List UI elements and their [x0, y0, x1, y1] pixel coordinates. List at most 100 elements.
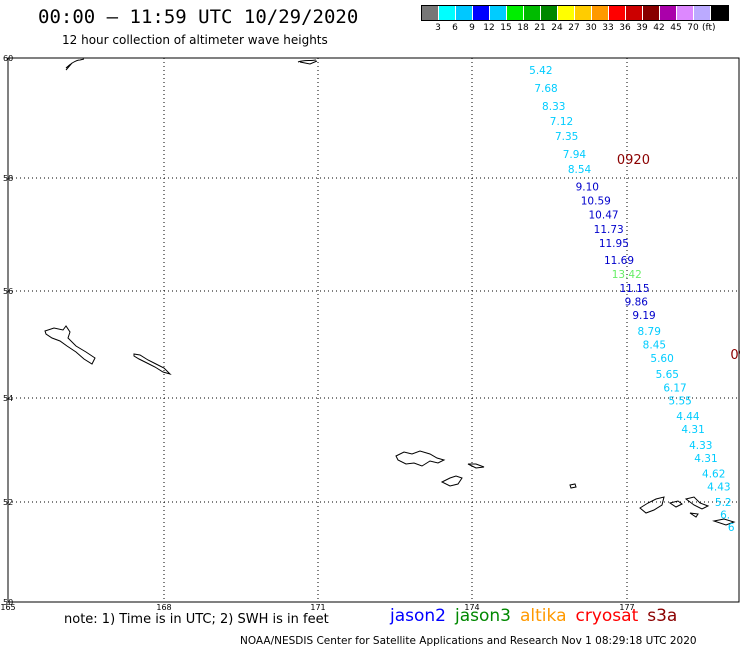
island-aleutian-small-3 [569, 483, 577, 489]
legend-label-27: 27 [568, 23, 580, 33]
legend-label-21: 21 [534, 23, 546, 33]
legend-swatch-2 [456, 6, 473, 20]
legend-label-45: 45 [670, 23, 682, 33]
legend-swatch-16 [694, 6, 711, 20]
legend-label-36: 36 [619, 23, 631, 33]
legend-swatch-17 [711, 6, 728, 20]
legend-label-30: 30 [585, 23, 597, 33]
legend-labels: 3 6 9 12 15 18 21 24 27 30 33 36 39 42 45 70 (ft) [421, 21, 729, 35]
legend-swatch-5 [507, 6, 524, 20]
legend-swatch-10 [592, 6, 609, 20]
lat-label-56: 56 [3, 287, 13, 296]
legend-label-70: 70 [687, 23, 699, 33]
swh-point-12: 11.69 [604, 255, 634, 267]
island-aleutian-east-4 [689, 512, 699, 518]
legend-swatch-0 [422, 6, 439, 20]
satellite-jason3: jason3 [455, 606, 511, 626]
swh-point-23: 4.44 [676, 411, 700, 423]
island-pribilof-st-george [133, 353, 172, 376]
swh-point-1: 7.68 [534, 83, 557, 95]
swh-point-25: 4.33 [689, 440, 712, 452]
map-grid [8, 58, 739, 602]
satellite-cryosat: cryosat [575, 606, 639, 626]
legend-swatch-4 [490, 6, 507, 20]
swh-point-29: 5.2 [715, 497, 732, 509]
legend-swatch-12 [626, 6, 643, 20]
island-aleutian-small-2 [467, 463, 485, 469]
lat-label-52: 52 [3, 498, 13, 507]
lon-label-171: 171 [310, 603, 325, 612]
map-frame [7, 57, 740, 603]
lat-label-58: 58 [3, 174, 13, 183]
swh-point-9: 10.47 [589, 210, 619, 222]
island-pribilof-st-paul [44, 325, 96, 365]
swh-point-22: 5.55 [668, 396, 691, 408]
swh-point-3: 7.12 [550, 116, 573, 128]
swh-point-11: 11.95 [599, 238, 629, 250]
legend-swatch-8 [558, 6, 575, 20]
legend-label-6: 6 [452, 23, 458, 33]
legend-label-15: 15 [500, 23, 512, 33]
coastline-north-top-mid [297, 59, 318, 65]
satellite-legend: jason2 jason3 altika cryosat s3a [390, 606, 686, 626]
lon-label-168: 168 [156, 603, 171, 612]
lat-label-50: 50 [3, 598, 13, 607]
lat-label-60: 60 [3, 54, 13, 63]
color-legend: 3 6 9 12 15 18 21 24 27 30 33 36 39 42 45 70 (ft) [421, 5, 729, 35]
legend-label-33: 33 [602, 23, 614, 33]
legend-swatch-7 [541, 6, 558, 20]
swh-point-28: 4.43 [707, 481, 730, 493]
island-aleutian-mid [395, 450, 446, 467]
credit-line: NOAA/NESDIS Center for Satellite Applica… [240, 635, 697, 647]
page-subtitle: 12 hour collection of altimeter wave hei… [62, 33, 328, 47]
swh-point-30: 6. [720, 510, 730, 522]
legend-label-24: 24 [551, 23, 563, 33]
swh-point-19: 5.60 [650, 353, 673, 365]
legend-swatch-1 [439, 6, 456, 20]
swh-point-14: 11.15 [619, 283, 649, 295]
lat-label-54: 54 [3, 394, 13, 403]
swh-point-24: 4.31 [681, 424, 704, 436]
pass-time-1: 091 [730, 348, 740, 363]
swh-point-7: 9.10 [576, 181, 599, 193]
swh-point-13: 13.42 [612, 269, 642, 281]
island-aleutian-east-1 [639, 496, 665, 514]
wave-height-track: 5.42 7.68 8.33 7.12 7.35 7.94 8.54 9.10 10.59 10.… [529, 65, 735, 534]
swh-point-20: 5.65 [656, 369, 679, 381]
longitude-labels: 165 168 171 174 177 [0, 603, 634, 612]
swh-point-18: 8.45 [643, 340, 666, 352]
satellite-jason2: jason2 [390, 606, 446, 626]
legend-swatch-6 [524, 6, 541, 20]
island-aleutian-small-1 [440, 475, 463, 487]
coastlines [44, 58, 736, 526]
legend-label-3: 3 [435, 23, 441, 33]
legend-label-39: 39 [636, 23, 648, 33]
swh-point-5: 7.94 [563, 149, 587, 161]
legend-swatch-3 [473, 6, 490, 20]
page-title: 00:00 – 11:59 UTC 10/29/2020 [38, 6, 359, 28]
swh-point-0: 5.42 [529, 65, 552, 77]
swh-point-15: 9.86 [625, 297, 649, 309]
swh-point-10: 11.73 [594, 224, 624, 236]
swh-point-27: 4.62 [702, 468, 725, 480]
swh-point-26: 4.31 [694, 453, 717, 465]
legend-unit: (ft) [702, 23, 716, 33]
lon-label-165: 165 [0, 603, 15, 612]
swh-point-4: 7.35 [555, 131, 578, 143]
swh-point-8: 10.59 [581, 196, 611, 208]
lon-label-177: 177 [619, 603, 634, 612]
swh-point-6: 8.54 [568, 164, 592, 176]
legend-swatch-15 [677, 6, 694, 20]
legend-color-bar [421, 5, 729, 21]
legend-label-18: 18 [517, 23, 529, 33]
swh-point-31: 6 [728, 522, 735, 534]
swh-point-2: 8.33 [542, 101, 565, 113]
pass-time-labels: 0920 091 [617, 153, 740, 363]
swh-point-17: 8.79 [638, 326, 661, 338]
island-aleutian-east-2 [668, 500, 683, 508]
legend-label-12: 12 [483, 23, 495, 33]
pass-time-0: 0920 [617, 153, 650, 168]
swh-point-21: 6.17 [663, 382, 686, 394]
legend-swatch-14 [660, 6, 677, 20]
